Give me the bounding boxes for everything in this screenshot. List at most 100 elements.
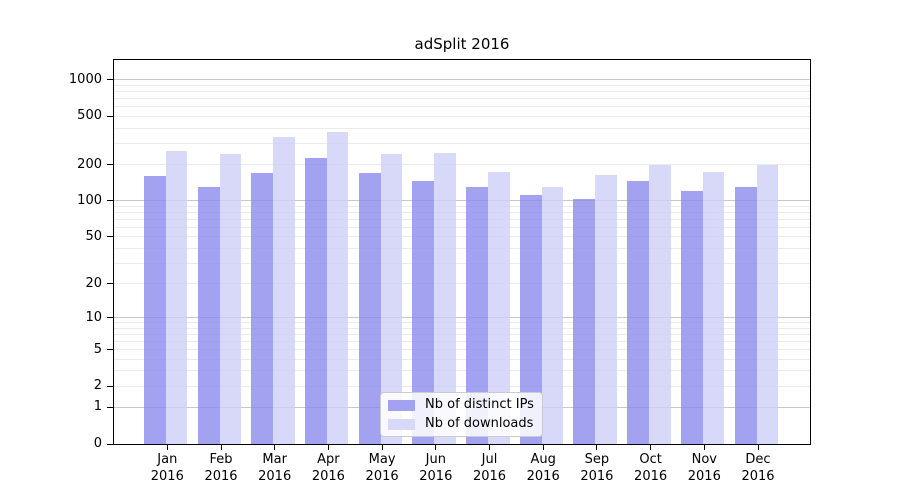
grid-minor-line (114, 349, 810, 351)
y-tick-label: 200 (77, 156, 102, 172)
grid-minor-line (114, 205, 810, 207)
y-tick-label: 1000 (68, 71, 102, 87)
grid-minor-line (114, 236, 810, 238)
x-tick-label: Jul 2016 (472, 452, 507, 484)
legend-label-distinct-ips: Nb of distinct IPs (425, 397, 534, 412)
grid-minor-line (114, 164, 810, 166)
grid-minor-line (114, 370, 810, 372)
x-tick-mark (435, 445, 437, 450)
x-tick-label: Nov 2016 (687, 452, 721, 484)
grid-minor-line (114, 247, 810, 249)
legend-swatch-downloads (388, 418, 415, 430)
bar-downloads-sep (595, 175, 617, 444)
y-tick-label: 1 (93, 399, 102, 415)
grid-minor-line (114, 98, 810, 100)
x-tick-label: Aug 2016 (526, 452, 560, 484)
grid-minor-line (114, 226, 810, 228)
x-tick-mark (327, 445, 329, 450)
bar-distinct-ips-jun (412, 181, 435, 444)
x-tick-mark (757, 445, 759, 450)
y-tick-label: 2 (93, 378, 102, 394)
y-tick-label: 5 (93, 341, 102, 357)
bar-distinct-ips-mar (251, 173, 274, 444)
bar-distinct-ips-oct (627, 181, 650, 444)
grid-minor-line (114, 283, 810, 285)
y-tick-mark (107, 200, 113, 202)
y-tick-label: 20 (85, 275, 102, 291)
bar-distinct-ips-jul (466, 187, 488, 444)
y-tick-mark (107, 349, 113, 351)
chart-title: adSplit 2016 (414, 35, 510, 53)
grid-major-line (114, 317, 810, 319)
grid-minor-line (114, 84, 810, 86)
y-tick-label: 500 (77, 108, 102, 124)
y-tick-label: 50 (85, 228, 102, 244)
bar-distinct-ips-nov (680, 191, 703, 444)
bar-distinct-ips-jan (143, 176, 166, 444)
y-tick-label: 10 (85, 309, 102, 325)
bar-downloads-aug (541, 187, 564, 444)
legend-item-distinct-ips: Nb of distinct IPs (388, 398, 542, 412)
bar-downloads-may (380, 153, 403, 444)
x-tick-label: Jun 2016 (419, 452, 453, 484)
x-tick-label: Mar 2016 (258, 452, 292, 484)
bar-downloads-jan (165, 150, 188, 444)
grid-minor-line (114, 322, 810, 324)
bar-downloads-oct (649, 164, 671, 444)
legend-label-downloads: Nb of downloads (425, 416, 534, 431)
x-tick-label: Sep 2016 (580, 452, 614, 484)
x-tick-mark (274, 445, 276, 450)
legend: Nb of distinct IPs Nb of downloads (380, 392, 543, 437)
bar-distinct-ips-may (358, 173, 381, 444)
y-tick-label: 100 (77, 192, 102, 208)
x-tick-mark (489, 445, 490, 450)
x-tick-label: May 2016 (365, 452, 399, 484)
grid-minor-line (114, 142, 810, 144)
bar-downloads-dec (756, 164, 778, 444)
bar-downloads-nov (702, 171, 725, 444)
x-tick-label: Feb 2016 (204, 452, 238, 484)
grid-major-line (114, 79, 810, 81)
bar-downloads-feb (219, 153, 241, 444)
grid-minor-line (114, 106, 810, 108)
grid-minor-line (114, 115, 810, 117)
bar-distinct-ips-aug (519, 195, 542, 444)
bar-distinct-ips-dec (734, 187, 757, 444)
x-tick-label: Apr 2016 (311, 452, 345, 484)
y-tick-mark (107, 406, 113, 408)
y-tick-mark (107, 236, 113, 238)
bar-distinct-ips-feb (197, 187, 220, 444)
bar-distinct-ips-sep (573, 198, 596, 444)
x-tick-mark (220, 445, 222, 450)
y-tick-mark (107, 443, 113, 445)
y-tick-mark (107, 317, 113, 319)
x-tick-label: Oct 2016 (634, 452, 668, 484)
x-tick-mark (650, 445, 652, 450)
x-tick-label: Dec 2016 (741, 452, 775, 484)
y-tick-mark (107, 164, 113, 166)
bar-downloads-apr (326, 131, 349, 444)
x-tick-label: Jan 2016 (150, 452, 184, 484)
grid-minor-line (114, 333, 810, 335)
grid-minor-line (114, 127, 810, 129)
y-tick-mark (107, 79, 113, 81)
plot-area (113, 59, 811, 445)
grid-minor-line (114, 358, 810, 360)
grid-minor-line (114, 91, 810, 93)
bar-downloads-mar (273, 136, 295, 444)
bar-downloads-jul (488, 171, 510, 444)
grid-minor-line (114, 340, 810, 342)
legend-item-downloads: Nb of downloads (388, 417, 542, 431)
x-tick-mark (381, 445, 383, 450)
legend-swatch-distinct-ips (388, 399, 415, 411)
y-tick-mark (107, 385, 113, 387)
y-tick-mark (107, 115, 113, 117)
grid-minor-line (114, 327, 810, 329)
grid-minor-line (114, 211, 810, 213)
x-tick-mark (703, 445, 705, 450)
y-tick-label: 0 (93, 436, 102, 451)
grid-minor-line (114, 218, 810, 220)
bar-distinct-ips-apr (304, 158, 327, 444)
x-tick-mark (596, 445, 598, 450)
